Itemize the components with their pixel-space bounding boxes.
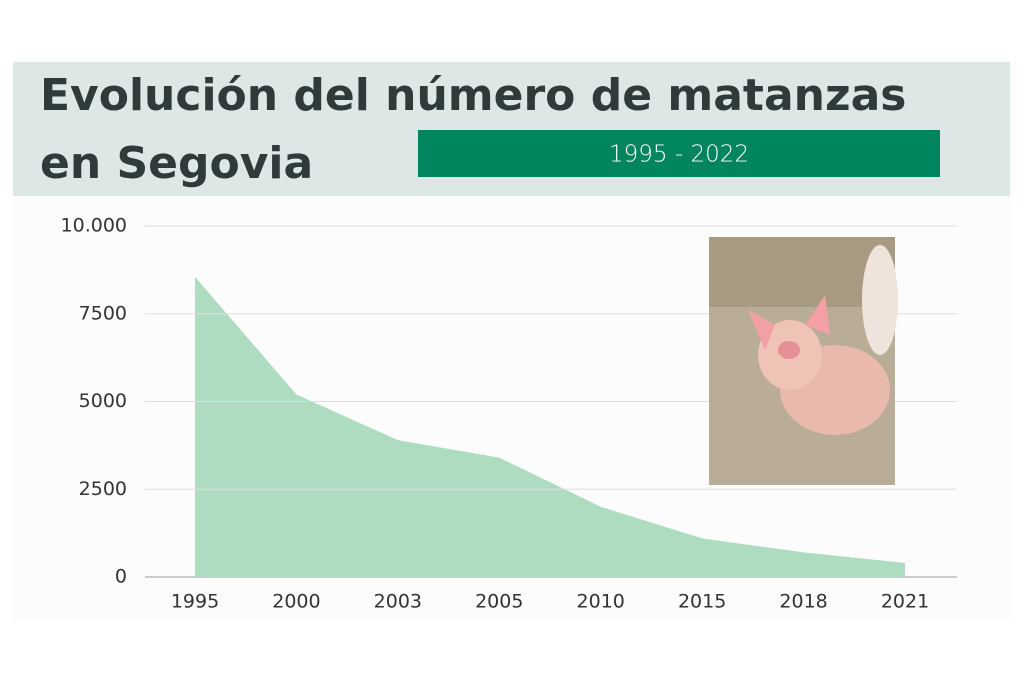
y-tick-label: 10.000 (61, 215, 127, 237)
x-tick-label: 2015 (678, 591, 726, 613)
x-tick-label: 2000 (272, 591, 320, 613)
x-tick-label: 2003 (374, 591, 422, 613)
area (195, 276, 905, 577)
x-tick-label: 2010 (577, 591, 625, 613)
subtitle: 1995 - 2022 (609, 142, 749, 168)
chart-title: en Segovia (40, 138, 313, 189)
x-tick-label: 2005 (475, 591, 523, 613)
y-tick-label: 5000 (79, 390, 127, 412)
x-tick-label: 2018 (779, 591, 827, 613)
subtitle-box (418, 130, 940, 177)
y-tick-label: 2500 (79, 478, 127, 500)
y-tick-label: 7500 (79, 302, 127, 324)
x-tick-label: 1995 (171, 591, 219, 613)
x-tick-label: 2021 (881, 591, 929, 613)
photo (709, 237, 898, 485)
y-tick-label: 0 (115, 566, 127, 588)
chart-title: Evolución del número de matanzas (40, 70, 906, 121)
